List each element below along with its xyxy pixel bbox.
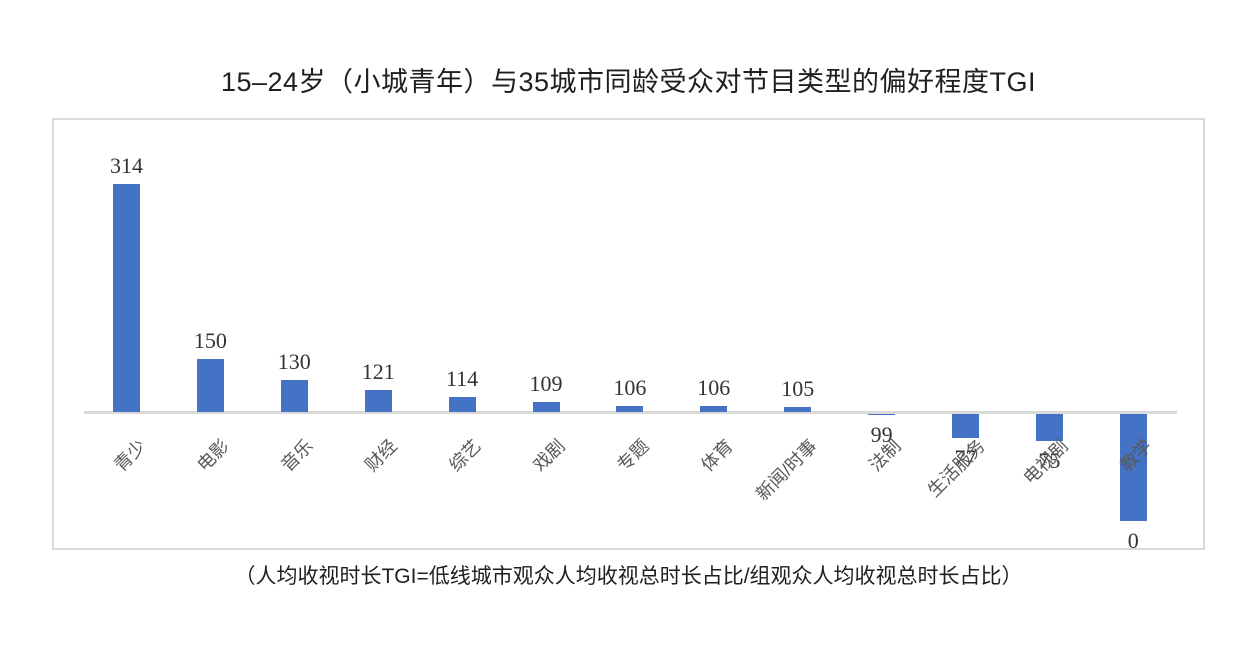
- value-label: 77: [954, 445, 977, 471]
- bar: [616, 405, 644, 412]
- bar: [532, 402, 560, 412]
- value-label: 114: [446, 366, 479, 392]
- bar: [196, 358, 224, 412]
- plot-area: 314 青少 150 电影 130 音乐 121 财经 114 综艺 109 戏剧 106 专题 106 体育…: [52, 118, 1205, 553]
- chart-caption: （人均收视时长TGI=低线城市观众人均收视总时长占比/组观众人均收视总时长占比）: [234, 565, 1023, 588]
- chart-title: 15–24岁（小城青年）与35城市同龄受众对节目类型的偏好程度TGI: [220, 67, 1037, 97]
- bar: [280, 380, 308, 412]
- value-label: 130: [277, 349, 311, 375]
- value-label: 121: [361, 358, 395, 384]
- value-label: 105: [781, 375, 815, 401]
- x-axis-line: [84, 411, 1177, 414]
- bar: [448, 397, 476, 412]
- bar: [364, 389, 392, 412]
- bar: [113, 184, 140, 412]
- bar: [868, 414, 896, 416]
- value-label: 75: [1038, 447, 1061, 473]
- value-label: 109: [529, 371, 563, 397]
- bar: [700, 405, 728, 412]
- bar: [784, 406, 812, 412]
- bar: [952, 414, 979, 439]
- value-label: 150: [193, 327, 227, 353]
- value-label: 99: [870, 422, 893, 448]
- bar: [1119, 414, 1147, 521]
- value-label: 314: [110, 153, 143, 179]
- bar: [1035, 414, 1063, 441]
- value-label: 106: [613, 374, 647, 400]
- value-label: 106: [697, 374, 731, 400]
- value-label: 0: [1127, 527, 1139, 553]
